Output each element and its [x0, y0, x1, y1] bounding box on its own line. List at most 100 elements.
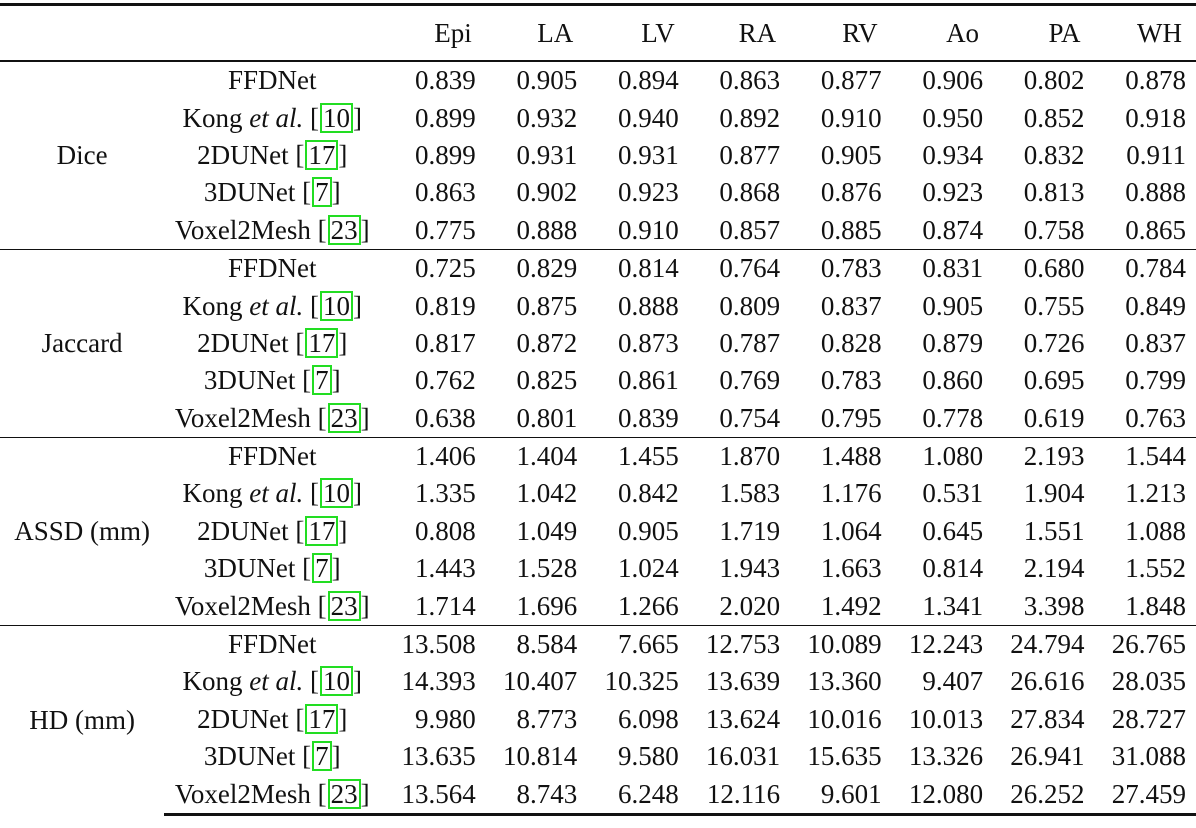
value-cell: 1.528 [516, 553, 578, 584]
header-la: LA [485, 3, 588, 62]
value-cell: 0.828 [820, 327, 882, 358]
citation-link[interactable]: 23 [327, 778, 361, 809]
citation-bracket-close: ] [338, 703, 348, 734]
table-row: Kong et al. [10] 1.335 1.042 0.842 1.583 1.17… [0, 475, 1196, 512]
value-cell: 0.892 [719, 102, 781, 133]
table-row: Voxel2Mesh [23] 0.775 0.888 0.910 0.857 0.885… [0, 212, 1196, 250]
metric-group: HD (mm) FFDNet 13.508 8.584 7.665 12.753 10.08… [0, 624, 1196, 816]
value-cell: 0.808 [415, 515, 476, 546]
table-row: 3DUNet [7] 0.863 0.902 0.923 0.868 0.876 0.923… [0, 174, 1196, 211]
value-cell: 0.802 [1023, 65, 1085, 96]
citation-link[interactable]: 23 [327, 214, 361, 245]
value-cell: 13.508 [384, 624, 486, 664]
value-cell: 1.404 [485, 436, 588, 476]
value-cell: 26.616 [1010, 666, 1085, 697]
value-cell: 10.089 [790, 624, 892, 664]
method-name: Kong [182, 666, 250, 697]
citation-bracket-open: [ [317, 214, 327, 245]
value-cell: 1.492 [820, 590, 882, 621]
citation-link[interactable]: 10 [320, 102, 354, 133]
citation-link[interactable]: 23 [327, 402, 361, 433]
value-cell: 0.906 [922, 65, 984, 96]
citation-bracket-open: [ [317, 590, 327, 621]
results-table: Epi LA LV RA RV Ao PA WH Dice FFDNet 0.839… [0, 3, 1196, 816]
value-cell: 0.809 [719, 290, 781, 321]
value-cell: 1.870 [688, 436, 791, 476]
value-cell: 0.852 [1023, 102, 1085, 133]
value-cell: 1.583 [719, 478, 781, 509]
value-cell: 1.335 [415, 478, 476, 509]
value-cell: 0.814 [587, 248, 689, 288]
value-cell: 0.868 [719, 177, 781, 208]
method-cell: 3DUNet [7] [164, 174, 384, 211]
citation-link[interactable]: 7 [312, 177, 332, 208]
citation-bracket-open: [ [302, 177, 312, 208]
citation-link[interactable]: 17 [305, 139, 339, 170]
metric-group: Dice FFDNet 0.839 0.905 0.894 0.863 0.877 0.906… [0, 61, 1196, 249]
value-cell: 0.829 [485, 248, 588, 288]
citation-link[interactable]: 17 [305, 703, 339, 734]
method-name: Voxel2Mesh [174, 778, 311, 809]
citation-link[interactable]: 10 [320, 290, 354, 321]
value-cell: 0.725 [384, 248, 486, 288]
value-cell: 0.879 [922, 327, 984, 358]
citation-link[interactable]: 7 [312, 741, 332, 772]
table-row: Kong et al. [10] 0.899 0.932 0.940 0.892 0.91… [0, 99, 1196, 136]
metric-group: Jaccard FFDNet 0.725 0.829 0.814 0.764 0.783 0.… [0, 248, 1196, 438]
value-cell: 0.825 [516, 365, 578, 396]
method-name-italic: et al. [249, 290, 304, 321]
value-cell: 0.837 [1125, 327, 1186, 358]
citation-link[interactable]: 23 [327, 590, 361, 621]
value-cell: 0.819 [415, 290, 476, 321]
value-cell: 9.601 [790, 775, 892, 816]
value-cell: 1.080 [891, 436, 994, 476]
value-cell: 14.393 [401, 666, 476, 697]
method-cell: Kong et al. [10] [164, 475, 384, 512]
citation-link[interactable]: 10 [320, 478, 354, 509]
table-row: 2DUNet [17] 9.980 8.773 6.098 13.624 10.016 10… [0, 701, 1196, 738]
table-row: Voxel2Mesh [23] 1.714 1.696 1.266 2.020 1.492… [0, 587, 1196, 625]
method-cell: 2DUNet [17] [164, 701, 384, 738]
value-cell: 1.064 [820, 515, 882, 546]
value-cell: 9.407 [922, 666, 984, 697]
citation-link[interactable]: 17 [305, 327, 339, 358]
value-cell: 0.888 [516, 214, 578, 245]
value-cell: 13.564 [384, 775, 486, 816]
value-cell: 8.773 [516, 703, 578, 734]
header-metric-blank [0, 3, 165, 62]
value-cell: 0.885 [820, 214, 882, 245]
header-lv: LV [587, 3, 689, 62]
method-cell: 3DUNet [7] [164, 550, 384, 587]
value-cell: 12.753 [688, 624, 791, 664]
value-cell: 0.645 [922, 515, 984, 546]
value-cell: 1.341 [922, 590, 984, 621]
value-cell: 0.778 [922, 402, 984, 433]
citation-link[interactable]: 17 [305, 515, 339, 546]
value-cell: 0.783 [820, 365, 882, 396]
value-cell: 0.910 [617, 214, 679, 245]
value-cell: 10.016 [807, 703, 882, 734]
value-cell: 0.801 [516, 402, 578, 433]
value-cell: 6.098 [617, 703, 679, 734]
value-cell: 26.941 [1010, 741, 1085, 772]
value-cell: 0.831 [891, 248, 994, 288]
value-cell: 0.531 [922, 478, 984, 509]
header-rv: RV [790, 3, 892, 62]
metric-group: ASSD (mm) FFDNet 1.406 1.404 1.455 1.870 1.488… [0, 436, 1196, 626]
citation-bracket-open: [ [310, 666, 320, 697]
value-cell: 0.754 [719, 402, 781, 433]
value-cell: 0.695 [1023, 365, 1085, 396]
value-cell: 1.551 [1023, 515, 1085, 546]
value-cell: 0.905 [516, 65, 578, 96]
metric-label: Jaccard [0, 248, 165, 438]
citation-bracket-close: ] [360, 778, 370, 809]
citation-link[interactable]: 7 [312, 365, 332, 396]
citation-bracket-close: ] [353, 102, 363, 133]
value-cell: 0.888 [1125, 177, 1186, 208]
citation-link[interactable]: 10 [320, 666, 354, 697]
value-cell: 1.943 [719, 553, 781, 584]
citation-link[interactable]: 7 [312, 553, 332, 584]
value-cell: 13.326 [908, 741, 984, 772]
value-cell: 13.360 [807, 666, 882, 697]
value-cell: 10.407 [503, 666, 578, 697]
